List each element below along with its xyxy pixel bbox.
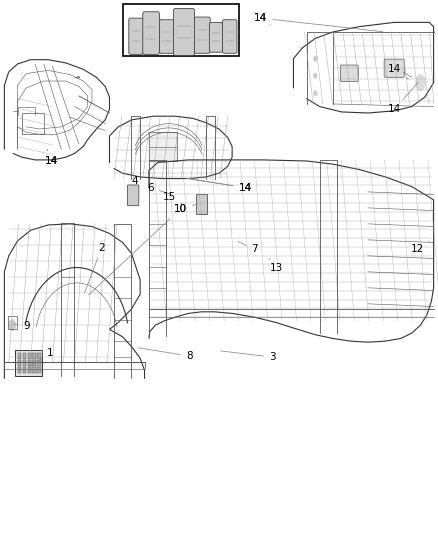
Text: 1: 1 xyxy=(30,348,54,367)
Text: 14: 14 xyxy=(45,150,58,166)
FancyBboxPatch shape xyxy=(143,12,159,54)
Text: 14: 14 xyxy=(187,179,252,192)
Text: 2: 2 xyxy=(85,243,105,293)
FancyBboxPatch shape xyxy=(223,20,237,53)
Bar xyxy=(18,367,21,373)
Ellipse shape xyxy=(314,91,317,96)
FancyBboxPatch shape xyxy=(194,17,210,53)
Text: 14: 14 xyxy=(388,82,419,114)
Ellipse shape xyxy=(314,73,317,78)
Bar xyxy=(123,4,239,56)
FancyBboxPatch shape xyxy=(129,18,143,54)
FancyBboxPatch shape xyxy=(340,65,358,82)
FancyBboxPatch shape xyxy=(173,9,194,55)
Text: 4: 4 xyxy=(131,176,138,189)
Text: 12: 12 xyxy=(410,241,429,254)
Text: 10: 10 xyxy=(88,204,187,295)
Ellipse shape xyxy=(177,197,187,210)
Text: 7: 7 xyxy=(238,241,258,254)
FancyBboxPatch shape xyxy=(209,22,223,52)
Text: 14: 14 xyxy=(186,178,252,192)
FancyBboxPatch shape xyxy=(127,185,139,206)
FancyBboxPatch shape xyxy=(159,20,174,53)
Text: 10: 10 xyxy=(174,204,198,214)
Ellipse shape xyxy=(314,56,317,61)
Text: 14: 14 xyxy=(388,64,408,79)
Ellipse shape xyxy=(9,320,16,330)
Bar xyxy=(23,367,26,373)
Ellipse shape xyxy=(108,341,127,358)
Text: 3: 3 xyxy=(220,351,276,362)
Bar xyxy=(8,316,17,329)
Ellipse shape xyxy=(79,290,92,306)
Bar xyxy=(23,360,26,366)
Text: 13: 13 xyxy=(269,259,283,272)
FancyBboxPatch shape xyxy=(384,59,404,77)
Bar xyxy=(28,360,31,366)
Ellipse shape xyxy=(127,338,144,353)
Bar xyxy=(15,350,42,376)
Ellipse shape xyxy=(90,285,101,296)
Bar xyxy=(149,132,177,161)
Text: 14: 14 xyxy=(45,149,58,166)
Ellipse shape xyxy=(166,187,178,203)
Bar xyxy=(28,353,31,359)
Bar xyxy=(18,360,21,366)
Ellipse shape xyxy=(59,315,71,330)
Bar xyxy=(32,367,36,373)
Ellipse shape xyxy=(229,231,244,251)
Bar xyxy=(32,353,36,359)
Bar xyxy=(37,353,41,359)
Bar xyxy=(37,367,41,373)
Text: 8: 8 xyxy=(138,348,193,361)
Text: 14: 14 xyxy=(254,13,383,31)
Ellipse shape xyxy=(416,75,425,91)
Text: 6: 6 xyxy=(147,183,170,194)
Bar xyxy=(37,360,41,366)
Bar xyxy=(196,194,207,214)
Bar xyxy=(28,367,31,373)
Text: 9: 9 xyxy=(14,321,30,331)
Bar xyxy=(22,113,44,134)
Text: 14: 14 xyxy=(254,13,270,25)
Ellipse shape xyxy=(374,286,389,305)
Bar xyxy=(23,353,26,359)
Ellipse shape xyxy=(210,345,228,360)
Text: 15: 15 xyxy=(162,192,182,204)
Ellipse shape xyxy=(194,200,205,215)
Bar xyxy=(32,360,36,366)
Ellipse shape xyxy=(145,344,162,360)
Ellipse shape xyxy=(262,253,276,271)
Ellipse shape xyxy=(70,308,83,324)
Bar xyxy=(18,353,21,359)
